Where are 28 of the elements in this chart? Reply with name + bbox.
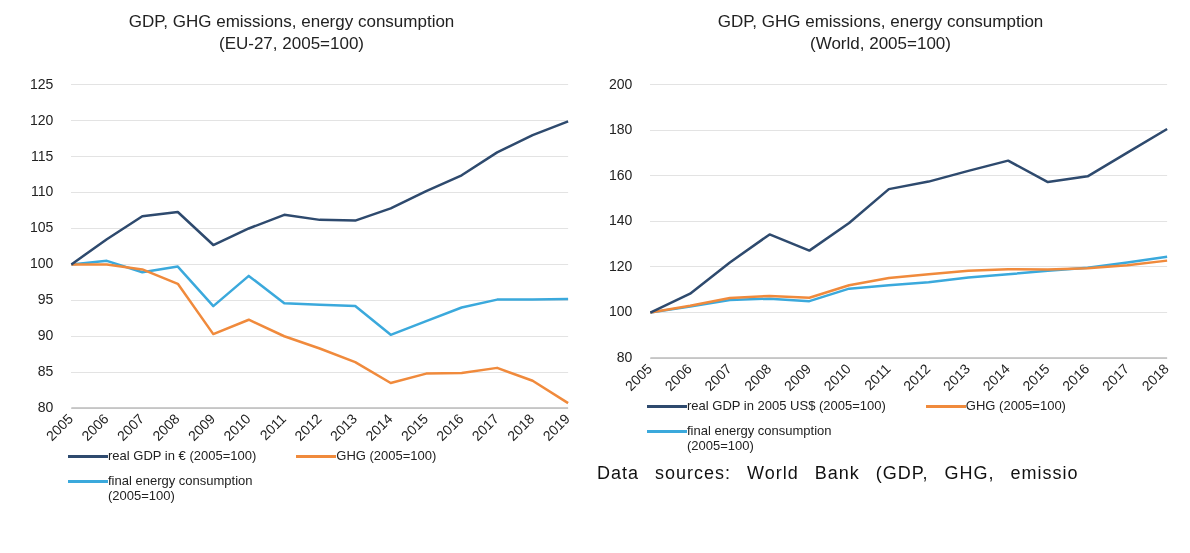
- chart-subtitle: (EU-27, 2005=100): [218, 34, 365, 54]
- y-tick-label: 85: [37, 363, 54, 380]
- y-tick-label: 105: [30, 219, 54, 236]
- legend-label: GHG (2005=100): [965, 398, 1066, 413]
- y-tick-label: 95: [37, 291, 54, 308]
- legend-label: GHG (2005=100): [336, 448, 437, 463]
- text: Data sources: World Bank (GDP, GHG, emissio: [596, 463, 1080, 484]
- y-tick-label: 80: [616, 348, 633, 365]
- y-tick-label: 80: [37, 398, 54, 415]
- legend-label: real GDP in € (2005=100): [108, 448, 257, 463]
- y-tick-label: 200: [609, 75, 633, 92]
- y-tick-label: 120: [30, 111, 54, 128]
- y-tick-label: 100: [609, 303, 633, 320]
- legend-label: real GDP in 2005 US$ (2005=100): [687, 398, 886, 413]
- chart-subtitle: (World, 2005=100): [810, 34, 951, 54]
- y-tick-label: 110: [31, 183, 54, 200]
- y-tick-label: 90: [37, 327, 54, 344]
- y-tick-label: 140: [609, 212, 633, 229]
- chart-title: GDP, GHG emissions, energy consumption: [128, 11, 455, 31]
- y-tick-label: 180: [609, 121, 633, 138]
- y-tick-label: 125: [30, 75, 54, 92]
- legend-label: final energy consumption (2005=100): [687, 423, 833, 453]
- chart-title: GDP, GHG emissions, energy consumption: [717, 11, 1044, 31]
- y-tick-label: 120: [609, 257, 633, 274]
- y-tick-label: 160: [609, 166, 633, 183]
- y-tick-label: 100: [30, 255, 54, 272]
- legend-label: final energy consumption (2005=100): [108, 473, 254, 503]
- y-tick-label: 115: [31, 147, 54, 164]
